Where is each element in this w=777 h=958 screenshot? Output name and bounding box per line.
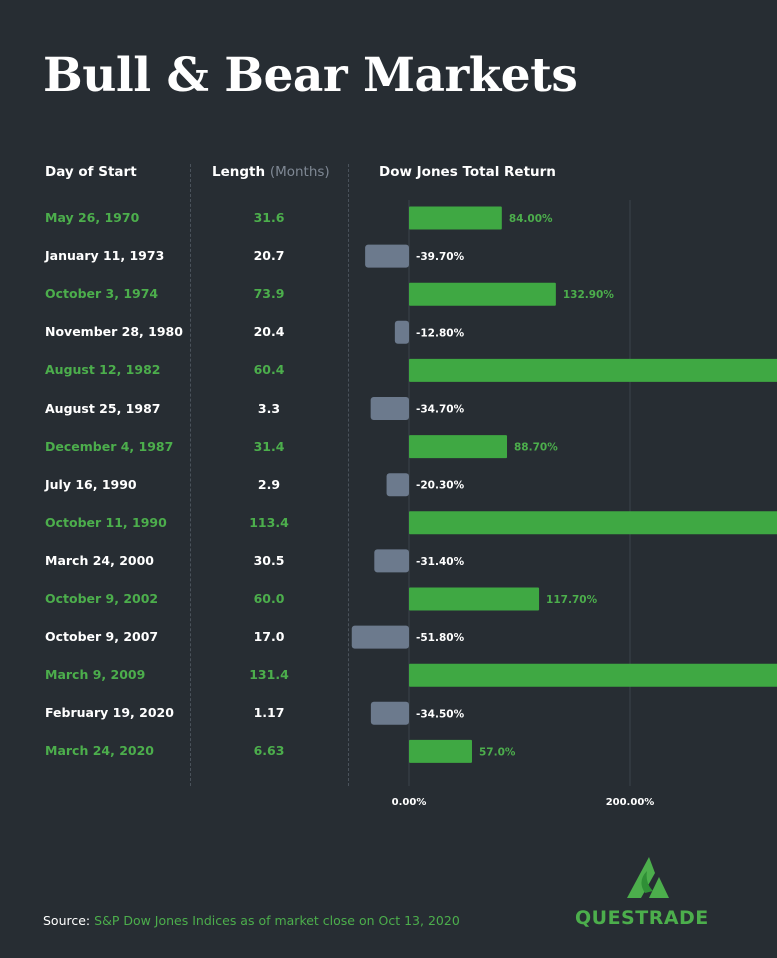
bear-bar: [370, 397, 409, 420]
bar-value-label: 88.70%: [514, 442, 558, 454]
bear-bar: [394, 320, 409, 344]
bar-value-label: -39.70%: [416, 251, 465, 263]
bull-bar: [409, 739, 472, 763]
page-title: Bull & Bear Markets: [43, 48, 578, 103]
column-divider-1: [190, 164, 191, 786]
questrade-logo: QUESTRADE: [575, 855, 735, 930]
row-date: October 9, 2002: [45, 591, 159, 606]
logo-mark-icon: [627, 857, 669, 898]
length-header-unit: (Months): [269, 164, 330, 180]
bull-bar: [409, 435, 508, 459]
row-length: 31.4: [253, 438, 285, 454]
bar-value-label: -31.40%: [416, 556, 465, 568]
bar-value-label: 84.00%: [509, 213, 553, 225]
row-date: November 28, 1980: [45, 324, 183, 340]
bear-bar: [370, 701, 409, 725]
bear-bar: [386, 473, 409, 497]
row-length: 31.6: [253, 210, 285, 225]
source-label: Source:: [43, 913, 91, 928]
row-length: 3.3: [257, 400, 281, 416]
row-length: 73.9: [253, 286, 285, 302]
row-length: 17.0: [253, 629, 285, 645]
row-date: July 16, 1990: [45, 476, 137, 492]
row-date: January 11, 1973: [45, 248, 165, 264]
row-date: December 4, 1987: [45, 438, 174, 454]
row-length: 113.4: [249, 514, 289, 530]
length-header-label: Length: [212, 164, 266, 180]
row-date: August 12, 1982: [45, 362, 161, 378]
bull-bar: [409, 587, 540, 611]
day-of-start-header: Day of Start: [45, 164, 137, 180]
row-length: 6.63: [253, 743, 285, 759]
row-length: 131.4: [249, 667, 289, 683]
bar-value-label: -51.80%: [416, 632, 465, 644]
row-length: 20.4: [253, 324, 285, 340]
bull-bar: [409, 282, 556, 306]
bull-bar: [409, 511, 777, 535]
bar-value-label: -34.50%: [416, 708, 465, 720]
bar-value-label: -34.70%: [416, 404, 465, 416]
row-date: February 19, 2020: [45, 705, 174, 721]
bar-value-label: 57.0%: [479, 746, 516, 758]
x-tick-label: 0.00%: [392, 797, 427, 808]
row-length: 1.17: [253, 705, 285, 721]
bull-bar: [409, 206, 502, 230]
logo-wordmark: QUESTRADE: [575, 907, 709, 929]
bull-bar: [409, 358, 777, 382]
length-header: Length (Months): [212, 164, 330, 180]
bear-bar: [365, 244, 409, 268]
source-note: Source: S&P Dow Jones Indices as of mark…: [43, 913, 460, 928]
bar-value-label: 132.90%: [563, 289, 615, 301]
row-length: 60.0: [253, 591, 285, 606]
x-tick-label: 200.00%: [606, 797, 655, 808]
row-date: March 24, 2020: [45, 743, 154, 759]
row-date: March 24, 2000: [45, 552, 154, 568]
bar-value-label: -20.30%: [416, 480, 465, 492]
column-divider-2: [348, 164, 349, 786]
return-header: Dow Jones Total Return: [379, 164, 556, 180]
row-date: October 11, 1990: [45, 514, 167, 530]
row-length: 30.5: [253, 552, 285, 568]
row-date: May 26, 1970: [45, 210, 140, 225]
bear-bar: [374, 549, 409, 573]
bar-value-label: -12.80%: [416, 327, 465, 339]
row-date: October 3, 1974: [45, 286, 159, 302]
bar-value-label: 117.70%: [546, 594, 598, 606]
row-date: August 25, 1987: [45, 400, 161, 416]
bull-bar: [409, 663, 777, 687]
bear-bar: [351, 625, 409, 649]
row-date: October 9, 2007: [45, 629, 159, 645]
row-date: March 9, 2009: [45, 667, 146, 683]
row-length: 20.7: [253, 248, 285, 264]
row-length: 60.4: [253, 362, 285, 378]
source-text: S&P Dow Jones Indices as of market close…: [94, 913, 460, 928]
row-length: 2.9: [257, 476, 281, 492]
